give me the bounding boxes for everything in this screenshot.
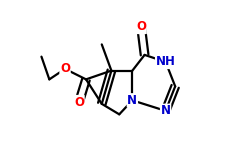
Text: N: N	[127, 94, 137, 107]
Text: NH: NH	[156, 55, 175, 68]
Text: O: O	[74, 96, 84, 109]
Text: O: O	[60, 62, 70, 75]
Text: N: N	[161, 104, 171, 117]
Text: O: O	[136, 20, 146, 33]
